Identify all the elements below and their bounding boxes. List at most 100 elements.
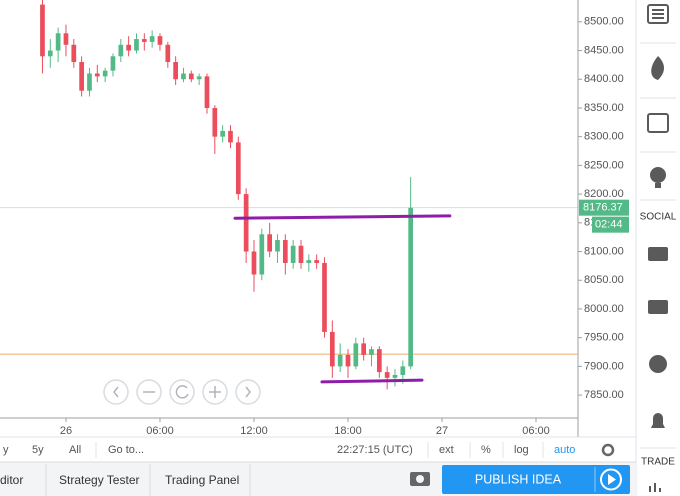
candle-body <box>204 76 210 108</box>
candle-body <box>55 33 61 51</box>
candle-body <box>110 56 116 71</box>
candle-body <box>400 366 406 375</box>
candle-body <box>87 73 92 91</box>
candle-body <box>173 62 178 80</box>
sidebar-icons <box>647 4 669 428</box>
candle-body <box>275 240 280 252</box>
snapshot-lens <box>416 475 424 483</box>
trend-line <box>320 378 424 384</box>
candle-body <box>181 73 186 80</box>
y-tick-label: 8300.00 <box>584 131 624 143</box>
clock: 22:27:15 (UTC) <box>337 444 413 456</box>
candle-body <box>149 36 155 42</box>
ideas-base <box>655 183 661 188</box>
candle-body <box>267 234 272 252</box>
candle-body <box>126 44 131 51</box>
candle-body <box>369 349 374 355</box>
watchlist-lines <box>652 9 664 19</box>
candle-body <box>165 44 171 63</box>
chat-icon[interactable] <box>648 247 668 261</box>
candle-body <box>47 50 53 57</box>
scroll-right[interactable] <box>235 379 261 405</box>
candle-body <box>392 374 398 378</box>
candle-body <box>384 372 390 378</box>
y-tick-label: 8500.00 <box>584 16 624 28</box>
calendar-icon[interactable] <box>647 113 669 133</box>
settings-icon[interactable] <box>601 443 615 457</box>
tabs: ditor Strategy Tester Trading Panel <box>0 464 251 496</box>
play-icon[interactable] <box>600 468 622 491</box>
trade-label: TRADE <box>641 457 675 468</box>
trend-line <box>233 214 452 220</box>
candle-body <box>376 349 382 373</box>
scroll-left[interactable] <box>103 379 129 405</box>
candle-body <box>251 251 257 275</box>
candle-body <box>353 343 359 367</box>
candle-body <box>157 36 163 45</box>
candle-body <box>40 4 45 57</box>
option-button[interactable]: auto <box>554 444 575 456</box>
alerts-icon[interactable] <box>651 413 665 428</box>
hotlist-icon[interactable] <box>651 56 664 80</box>
range-button[interactable]: y <box>3 444 9 456</box>
candle-body <box>235 142 241 195</box>
candle-body <box>141 39 147 42</box>
x-tick-label: 12:00 <box>240 425 268 437</box>
y-tick-label: 7950.00 <box>584 332 624 344</box>
y-tick-label: 8250.00 <box>584 159 624 171</box>
candle-body <box>220 130 225 137</box>
y-tick-label: 8200.00 <box>584 188 624 200</box>
candle-body <box>329 331 335 367</box>
last-price-tag <box>579 199 629 216</box>
goto-button[interactable]: Go to... <box>108 444 144 456</box>
watchlist-icon[interactable] <box>647 4 669 24</box>
ideas-icon[interactable] <box>650 167 666 183</box>
candle-body <box>345 354 351 367</box>
countdown-label: 02:44 <box>595 219 623 231</box>
y-tick-label: 8400.00 <box>584 73 624 85</box>
candle-body <box>243 194 249 252</box>
option-button[interactable]: ext <box>439 444 454 456</box>
trade-icon <box>649 483 661 492</box>
tab[interactable]: Trading Panel <box>165 473 239 487</box>
candle-body <box>314 260 320 264</box>
range-button[interactable]: All <box>69 444 81 456</box>
x-tick-label: 18:00 <box>334 425 362 437</box>
candle-body <box>322 263 327 332</box>
y-tick-label: 8100.00 <box>584 245 624 257</box>
candle-body <box>63 33 69 45</box>
y-tick-label: 8000.00 <box>584 303 624 315</box>
zoom-controls <box>103 379 261 405</box>
candle-body <box>337 354 343 367</box>
candle-body <box>212 107 218 137</box>
y-tick-label: 7850.00 <box>584 389 624 401</box>
tab[interactable]: Strategy Tester <box>59 473 139 487</box>
candle-body <box>282 240 288 264</box>
plot-area <box>0 0 578 390</box>
candle-body <box>102 70 108 77</box>
tab[interactable]: ditor <box>0 473 23 487</box>
countdown-tag <box>592 216 629 233</box>
candle-body <box>408 207 414 367</box>
zoom-icons <box>113 385 251 399</box>
candle-body <box>134 39 139 51</box>
y-tick-label: 8450.00 <box>584 44 624 56</box>
reset[interactable] <box>169 379 195 405</box>
option-button[interactable]: log <box>514 444 529 456</box>
publish-button[interactable] <box>442 465 630 494</box>
candle-body <box>361 343 367 355</box>
last-price-label: 8176.37 <box>583 202 623 214</box>
range-button[interactable]: 5y <box>32 444 44 456</box>
candle-body <box>94 73 100 77</box>
social-label: SOCIAL <box>640 212 677 223</box>
candle-body <box>196 76 202 80</box>
broadcast-icon[interactable] <box>649 355 667 373</box>
candle-body <box>79 62 84 91</box>
option-button[interactable]: % <box>481 444 491 456</box>
candle-body <box>118 44 124 57</box>
streams-icon[interactable] <box>648 300 668 314</box>
x-tick-label: 26 <box>60 425 72 437</box>
y-tick-label: 8350.00 <box>584 102 624 114</box>
